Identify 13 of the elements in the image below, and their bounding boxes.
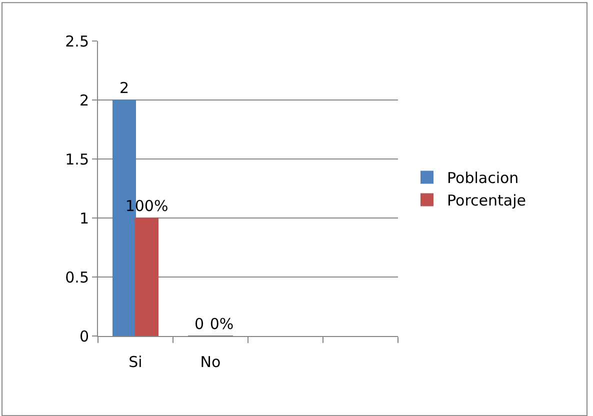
legend-label: Poblacion (447, 169, 519, 188)
y-tick-label: 2.5 (65, 32, 89, 50)
y-tick-label: 0 (79, 327, 89, 346)
y-tick-label: 1.5 (65, 150, 89, 168)
data-label: 2 (119, 79, 130, 97)
y-tick-label: 1 (79, 209, 89, 228)
data-label: 0 (194, 315, 204, 333)
y-tick-label: 2 (79, 91, 89, 110)
x-tick-label: Si (128, 353, 142, 371)
y-tick-label: 0.5 (65, 268, 89, 286)
legend-label: Porcentaje (447, 192, 526, 210)
x-tick-label: No (200, 353, 221, 371)
data-label: 0% (210, 315, 234, 333)
